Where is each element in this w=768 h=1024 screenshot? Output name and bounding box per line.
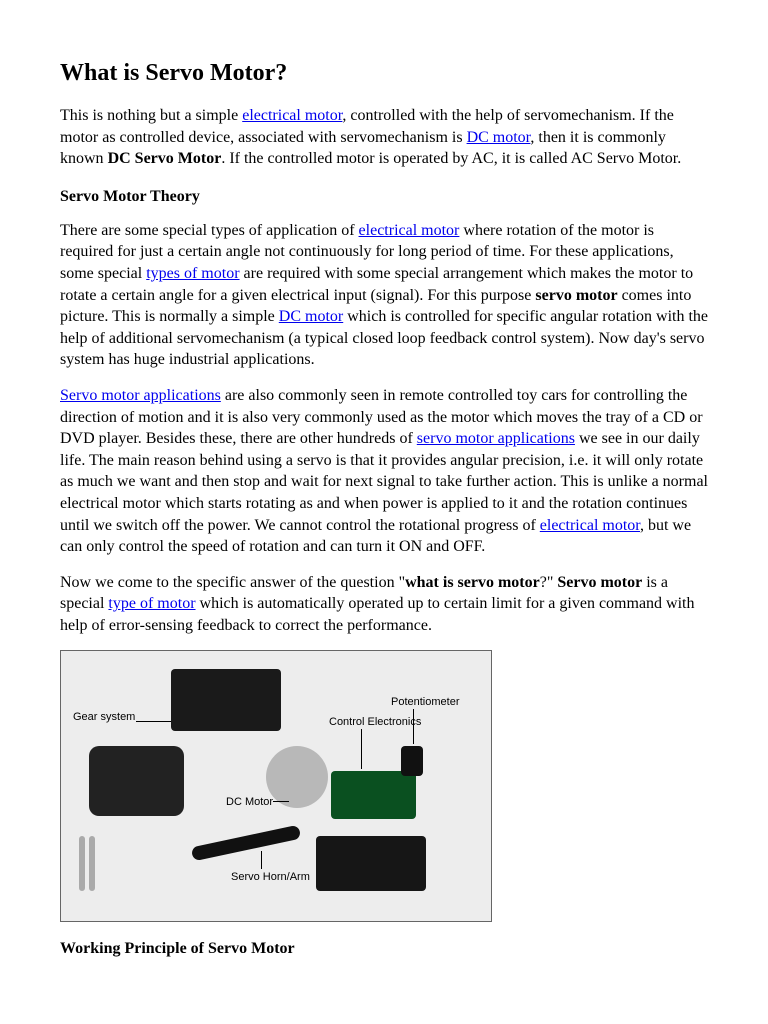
figure-label-potentiometer: Potentiometer [391, 696, 459, 708]
pcb-shape [331, 771, 416, 819]
link-electrical-motor[interactable]: electrical motor [540, 517, 640, 534]
pot-shape [401, 746, 423, 776]
screws-shape [89, 836, 95, 891]
servo-components-figure: Gear system DC Motor Control Electronics… [60, 650, 492, 922]
link-type-of-motor[interactable]: type of motor [108, 595, 195, 612]
figure-label-control-electronics: Control Electronics [329, 716, 421, 728]
gear-box-shape [171, 669, 281, 731]
bold-servo-motor: Servo motor [557, 574, 642, 591]
link-dc-motor[interactable]: DC motor [467, 129, 531, 146]
bold-servo-motor: servo motor [535, 287, 617, 304]
link-servo-applications[interactable]: servo motor applications [417, 430, 575, 447]
arrow-line [361, 729, 362, 769]
link-types-of-motor[interactable]: types of motor [146, 265, 239, 282]
arrow-line [136, 721, 171, 722]
paragraph-definition: Now we come to the specific answer of th… [60, 572, 708, 637]
heading-working-principle: Working Principle of Servo Motor [60, 940, 708, 958]
case-bottom-shape [316, 836, 426, 891]
text: This is nothing but a simple [60, 107, 242, 124]
figure-label-dc-motor: DC Motor [226, 796, 273, 808]
link-electrical-motor[interactable]: electrical motor [359, 222, 460, 239]
horn-shape [191, 825, 302, 862]
figure-label-gear: Gear system [73, 711, 135, 723]
heading-servo-theory: Servo Motor Theory [60, 188, 708, 206]
paragraph-applications: Servo motor applications are also common… [60, 385, 708, 558]
dc-motor-shape [266, 746, 328, 808]
bold-what-is: what is servo motor [405, 574, 540, 591]
arrow-line [413, 709, 414, 744]
figure-label-servo-horn: Servo Horn/Arm [231, 871, 310, 883]
link-dc-motor[interactable]: DC motor [279, 308, 343, 325]
paragraph-theory: There are some special types of applicat… [60, 220, 708, 371]
arrow-line [273, 801, 289, 802]
text: Now we come to the specific answer of th… [60, 574, 405, 591]
text: ?" [540, 574, 558, 591]
text: There are some special types of applicat… [60, 222, 359, 239]
text: . If the controlled motor is operated by… [221, 150, 681, 167]
link-servo-applications[interactable]: Servo motor applications [60, 387, 221, 404]
link-electrical-motor[interactable]: electrical motor [242, 107, 342, 124]
page-title: What is Servo Motor? [60, 60, 708, 87]
bold-dc-servo: DC Servo Motor [108, 150, 222, 167]
screws-shape [79, 836, 85, 891]
paragraph-intro: This is nothing but a simple electrical … [60, 105, 708, 170]
gear-base-shape [89, 746, 184, 816]
arrow-line [261, 851, 262, 869]
